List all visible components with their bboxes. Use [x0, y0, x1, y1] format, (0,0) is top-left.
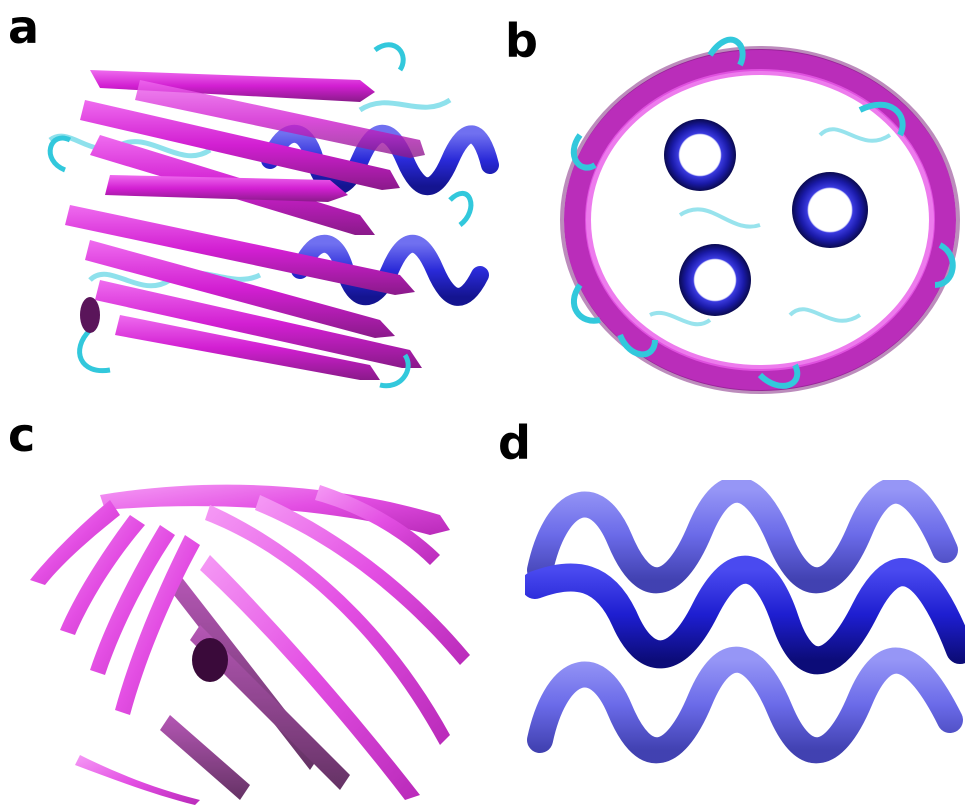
- inner-loops: [649, 127, 892, 327]
- strand-end-cap: [192, 638, 228, 682]
- helix-bottom: [527, 646, 963, 764]
- outer-loops: [570, 36, 956, 389]
- panel-d-helices: [525, 480, 965, 808]
- barrel-strands-illustration: [30, 484, 470, 805]
- helix-top: [527, 480, 958, 594]
- helix-middle: [525, 555, 965, 675]
- panel-label-c: c: [8, 408, 36, 462]
- strand-end-cap: [80, 297, 100, 333]
- loops-front: [47, 42, 474, 389]
- panel-a-barrel-side-view: [30, 30, 500, 390]
- helix-coil-2: [792, 172, 868, 248]
- panel-b-barrel-top-view: [560, 15, 965, 400]
- panel-label-b: b: [505, 14, 538, 68]
- barrel-top-illustration: [560, 36, 960, 394]
- beta-strands: [65, 70, 425, 380]
- back-strands: [160, 575, 350, 800]
- panel-c-barrel-strands: [20, 455, 485, 805]
- helix-coil-3: [679, 244, 751, 316]
- front-strands: [30, 484, 470, 805]
- helices-illustration: [525, 480, 965, 764]
- barrel-side-illustration: [47, 42, 499, 389]
- panel-label-d: d: [498, 416, 531, 470]
- helix-coil-1: [664, 119, 736, 191]
- barrel-ring: [560, 46, 960, 394]
- panel-label-a: a: [8, 0, 40, 54]
